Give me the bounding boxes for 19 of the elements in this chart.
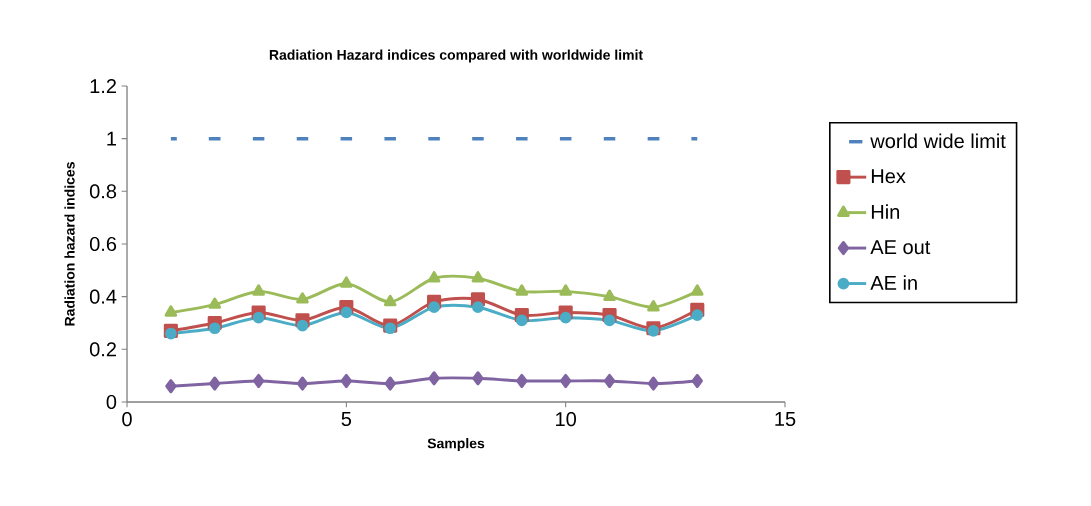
legend-label: AE out <box>870 240 931 255</box>
x-tick-label: 10 <box>556 412 576 427</box>
legend-label: Hin <box>871 204 900 219</box>
y-tick-label: 1.2 <box>90 79 116 93</box>
legend-label: world wide limit <box>870 133 1006 149</box>
x-tick-label: 5 <box>341 412 352 426</box>
chart-title: Radiation Hazard indices compared with worldwide limit <box>269 49 643 63</box>
y-axis-title: Radiation hazard indices <box>64 162 75 326</box>
x-tick-label: 15 <box>775 412 796 426</box>
y-tick-label: 0.6 <box>89 236 117 252</box>
y-tick-label: 1 <box>107 131 116 146</box>
y-tick-label: 0.4 <box>89 289 117 304</box>
legend-label: AE in <box>870 275 917 290</box>
x-axis-title: Samples <box>427 438 485 452</box>
y-tick-label: 0.2 <box>89 342 116 357</box>
x-tick-label: 0 <box>122 412 132 427</box>
y-tick-label: 0 <box>106 394 117 410</box>
legend-label: Hex <box>871 169 906 184</box>
y-tick-label: 0.8 <box>89 184 117 199</box>
